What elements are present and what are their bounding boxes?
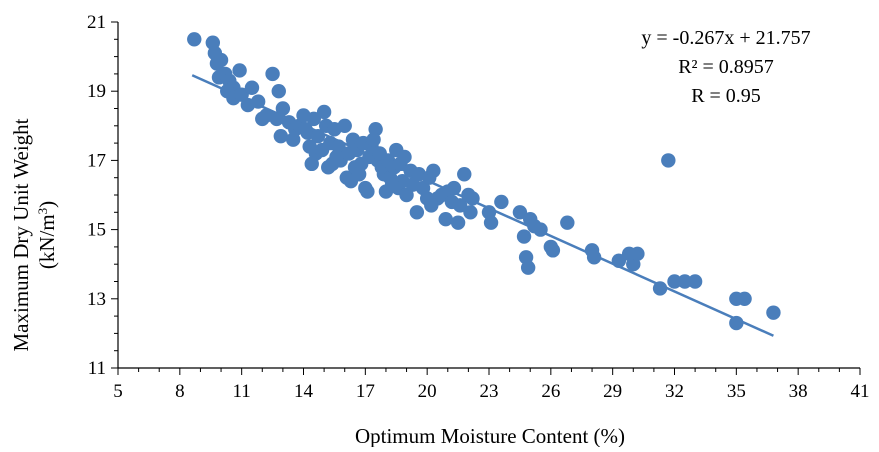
data-point — [316, 104, 332, 120]
y-tick-label: 11 — [88, 358, 106, 379]
data-point — [667, 274, 682, 289]
x-axis-title: Optimum Moisture Content (%) — [355, 424, 625, 447]
data-point — [438, 212, 453, 227]
y-axis-unit-superscript: 3 — [35, 208, 50, 215]
data-point — [372, 146, 387, 161]
x-tick-label: 32 — [665, 381, 684, 402]
data-point — [463, 205, 478, 220]
data-point — [337, 118, 352, 133]
data-point — [729, 315, 744, 331]
data-point — [409, 205, 425, 220]
y-axis-title-line2: (kN/m3) — [35, 201, 60, 269]
data-point — [452, 198, 468, 213]
data-point — [512, 205, 528, 220]
x-tick-label: 29 — [603, 381, 622, 402]
data-point — [630, 246, 645, 262]
data-point — [187, 32, 202, 47]
data-point — [304, 156, 319, 172]
data-point — [298, 122, 313, 137]
data-point — [329, 149, 344, 165]
y-axis-unit-prefix: (kN/m — [35, 214, 59, 269]
y-axis-unit-suffix: ) — [35, 201, 59, 208]
tick-labels: 5 8 11 14 17 20 23 26 29 32 35 38 41 11 13 15 17 19 21 — [87, 12, 870, 402]
data-point — [766, 305, 781, 320]
data-point — [611, 253, 627, 268]
data-point — [737, 291, 752, 306]
r-label: R = 0.95 — [691, 85, 761, 107]
x-tick-label: 20 — [418, 381, 437, 402]
data-point — [397, 149, 412, 165]
data-point — [457, 167, 472, 182]
x-tick-label: 14 — [294, 381, 314, 402]
data-point — [446, 180, 462, 196]
data-point — [677, 274, 693, 289]
x-tick-label: 41 — [851, 381, 870, 402]
data-point — [426, 163, 441, 178]
data-point — [560, 215, 575, 230]
data-point — [399, 187, 414, 203]
data-point — [306, 111, 322, 127]
data-point — [450, 215, 466, 230]
y-tick-label: 19 — [87, 81, 106, 102]
data-point — [424, 198, 439, 213]
axes — [111, 21, 861, 375]
data-point — [533, 222, 548, 237]
y-tick-label: 15 — [87, 220, 106, 241]
data-point — [213, 52, 229, 68]
data-point — [273, 128, 289, 144]
data-point — [494, 194, 509, 210]
data-point — [465, 191, 480, 206]
data-point — [661, 153, 676, 168]
y-axis-title-line1: Maximum Dry Unit Weight — [9, 118, 33, 351]
x-tick-label: 23 — [480, 381, 499, 402]
data-point — [586, 250, 602, 265]
y-tick-label: 13 — [87, 289, 106, 310]
y-tick-label: 21 — [87, 12, 106, 33]
x-tick-label: 8 — [175, 381, 185, 402]
data-point — [483, 215, 499, 230]
data-point — [520, 260, 536, 275]
y-axis-title: Maximum Dry Unit Weight (kN/m3) — [9, 118, 59, 351]
data-point — [384, 177, 400, 192]
data-point — [234, 87, 249, 102]
data-point — [687, 274, 703, 289]
data-point — [652, 281, 668, 296]
data-point — [271, 84, 286, 99]
r-squared-label: R² = 0.8957 — [678, 56, 774, 78]
data-point — [366, 132, 381, 147]
data-point — [351, 167, 367, 182]
data-point — [516, 229, 532, 244]
data-point — [244, 80, 260, 95]
data-point — [232, 63, 247, 78]
x-tick-label: 5 — [113, 381, 123, 402]
data-point — [545, 243, 561, 258]
x-tick-label: 11 — [233, 381, 251, 402]
x-tick-label: 26 — [541, 381, 560, 402]
data-point — [310, 128, 326, 144]
x-tick-label: 17 — [356, 381, 375, 402]
data-point — [250, 94, 266, 109]
data-point — [269, 111, 284, 127]
data-point — [275, 101, 291, 116]
data-point — [360, 184, 375, 199]
x-tick-label: 38 — [789, 381, 808, 402]
data-point — [265, 66, 280, 82]
y-tick-label: 17 — [87, 150, 106, 171]
data-points — [187, 32, 781, 331]
trendline-equation: y = -0.267x + 21.757 — [641, 27, 810, 49]
x-tick-label: 35 — [727, 381, 746, 402]
